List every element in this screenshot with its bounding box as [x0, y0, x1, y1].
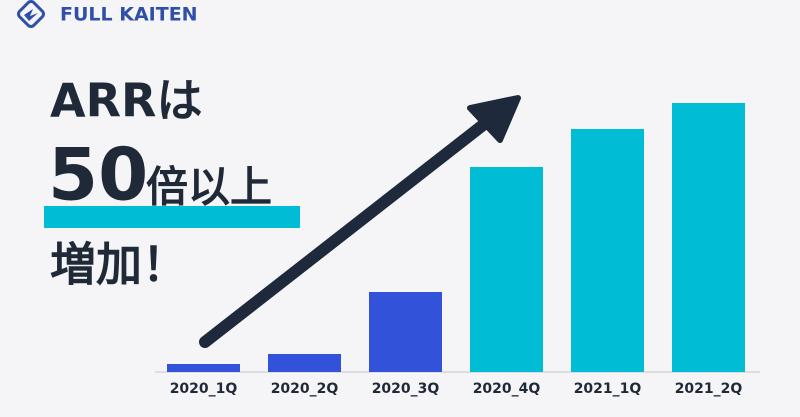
- x-tick-label: 2021_2Q: [675, 381, 743, 397]
- arrow: [199, 95, 521, 348]
- headline-3: 増加！: [50, 238, 188, 292]
- bar: [672, 103, 745, 372]
- headline-1: ARRは: [50, 74, 202, 128]
- logo: FULL KAITEN: [17, 0, 198, 28]
- brand: FULL KAITEN: [60, 4, 198, 26]
- x-tick-label: 2020_3Q: [372, 381, 440, 397]
- bar: [167, 364, 240, 372]
- x-tick-label: 2020_2Q: [271, 381, 339, 397]
- highlight: [44, 206, 300, 228]
- arrow-head: [467, 95, 521, 143]
- bar: [268, 354, 341, 372]
- x-tick-label: 2021_1Q: [574, 381, 642, 397]
- arrow-shaft: [199, 112, 498, 348]
- logo-icon: [17, 0, 45, 28]
- bar: [470, 167, 543, 372]
- bar: [369, 292, 442, 372]
- headline-2: 倍以上: [146, 163, 272, 212]
- bars: 2020_1Q 2020_2Q 2020_3Q 2020_4Q 2021_1Q 2021_…: [167, 103, 745, 397]
- logo-mark: [24, 9, 38, 21]
- headline-number: 50: [48, 133, 148, 217]
- x-tick-label: 2020_1Q: [170, 381, 238, 397]
- x-tick-label: 2020_4Q: [473, 381, 541, 397]
- bar: [571, 129, 644, 372]
